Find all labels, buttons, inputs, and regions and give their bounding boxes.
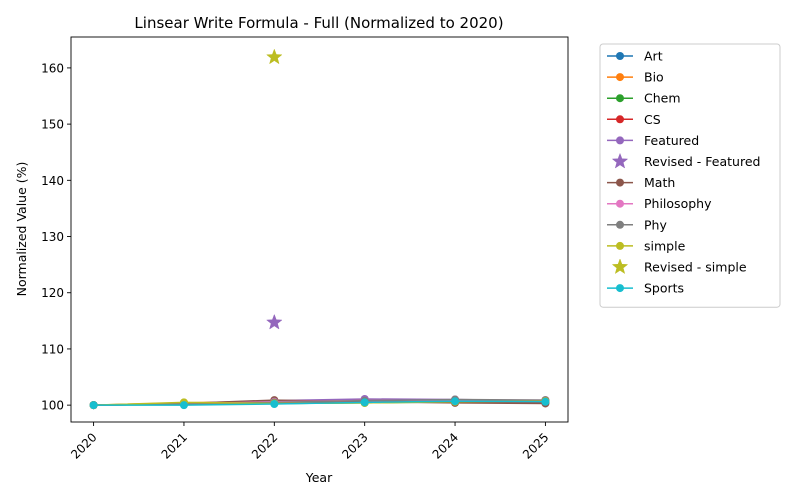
y-tick-label: 150 — [41, 118, 64, 132]
legend-marker-simple — [616, 241, 624, 250]
y-tick-label: 120 — [41, 286, 64, 300]
data-point-sports — [270, 400, 279, 409]
y-tick-label: 130 — [41, 230, 64, 244]
plot-frame — [70, 36, 569, 423]
legend-label-revised-featured: Revised - Featured — [644, 154, 760, 169]
x-tick-label: 2023 — [339, 430, 370, 461]
legend-marker-revised-simple — [611, 258, 629, 275]
legend-frame — [599, 43, 781, 308]
data-point-sports — [541, 397, 550, 406]
legend: Art Bio Chem CS Featured Revised - Featured Ma… — [599, 43, 781, 308]
data-point-sports — [360, 398, 369, 407]
y-axis-label: Normalized Value (%) — [14, 162, 29, 297]
series-line-phy — [93, 398, 546, 406]
legend-marker-revised-featured — [611, 152, 629, 169]
y-tick-label: 140 — [41, 174, 64, 188]
y-tick-label: 160 — [41, 61, 64, 75]
legend-label-sports: Sports — [644, 281, 684, 296]
plot-area: 100 110 120 130 140 150 160 2020 2021 2022 2023 202… — [41, 36, 569, 462]
legend-marker-chem — [616, 94, 624, 103]
x-axis-label: Year — [305, 470, 333, 485]
legend-label-simple: simple — [644, 238, 686, 253]
x-tick-label: 2022 — [249, 430, 280, 461]
y-tick-label: 110 — [41, 342, 64, 356]
legend-marker-phy — [616, 220, 624, 229]
legend-marker-philosophy — [616, 199, 624, 208]
data-point-revised-featured — [266, 313, 283, 330]
legend-marker-math — [616, 178, 624, 187]
legend-marker-sports — [616, 284, 624, 293]
x-tick-label: 2020 — [68, 430, 99, 461]
legend-label-philosophy: Philosophy — [644, 196, 712, 211]
legend-label-revised-simple: Revised - simple — [644, 260, 747, 275]
legend-marker-art — [616, 52, 624, 60]
y-tick-label: 100 — [41, 399, 64, 413]
x-tick-label: 2021 — [159, 430, 190, 461]
legend-label-featured: Featured — [644, 133, 699, 148]
legend-marker-featured — [616, 136, 624, 145]
legend-label-art: Art — [644, 49, 663, 64]
data-point-revised-simple — [266, 48, 283, 65]
legend-marker-cs — [616, 115, 624, 124]
data-point-sports — [179, 401, 188, 410]
legend-label-phy: Phy — [644, 217, 667, 232]
series-line-sports — [93, 400, 546, 406]
legend-label-chem: Chem — [644, 91, 681, 106]
legend-label-math: Math — [644, 175, 675, 190]
data-point-sports — [451, 397, 460, 406]
legend-label-bio: Bio — [644, 70, 664, 85]
data-point-sports — [89, 401, 98, 410]
legend-label-cs: CS — [644, 112, 661, 127]
legend-marker-bio — [616, 73, 624, 82]
x-tick-label: 2025 — [520, 430, 551, 461]
chart-title: Linsear Write Formula - Full (Normalized… — [134, 14, 503, 32]
x-tick-label: 2024 — [430, 430, 461, 461]
